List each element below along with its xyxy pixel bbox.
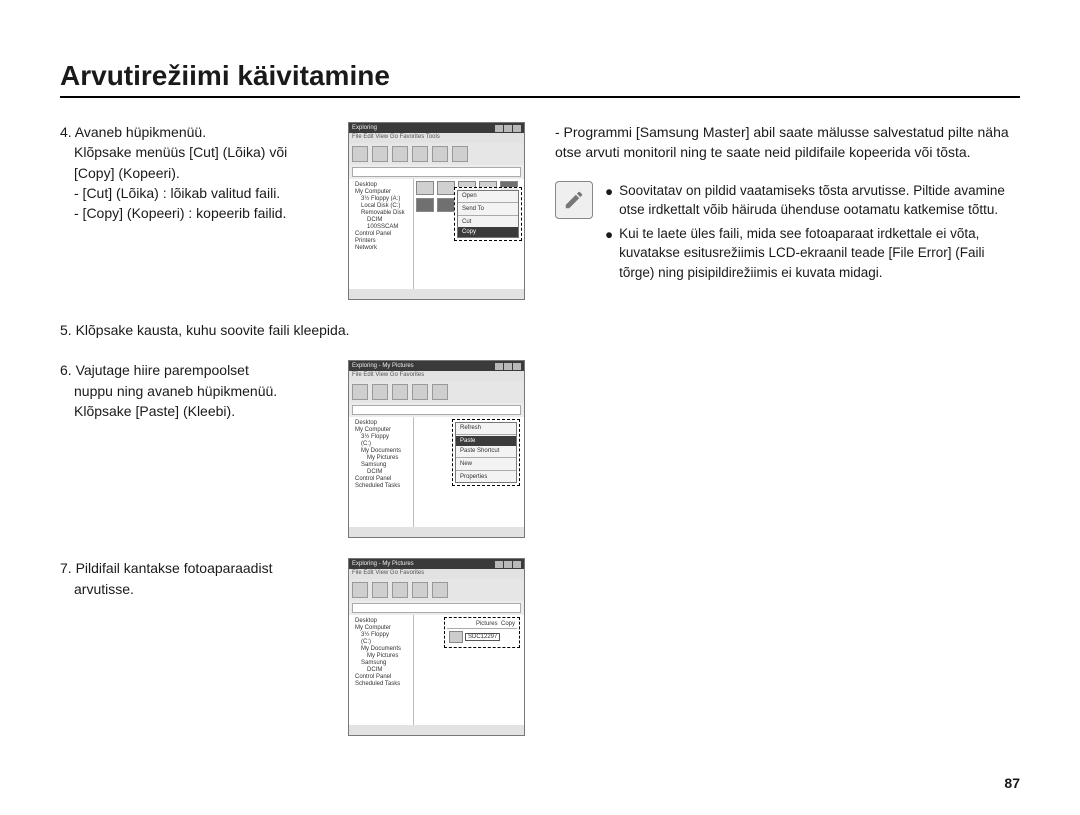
ctx4-open: Open	[458, 191, 518, 201]
screenshot-step6: Exploring - My Pictures File Edit View G…	[348, 360, 525, 538]
win-title-6: Exploring - My Pictures	[352, 363, 414, 369]
context-menu-step4: Open Send To Cut Copy	[454, 187, 522, 241]
menu-bar: File Edit View Go Favorites Tools	[349, 133, 524, 143]
step6-l2: Klõpsake [Paste] (Kleebi).	[60, 401, 336, 421]
toolbar	[349, 143, 524, 165]
note2: Kui te laete üles faili, mida see fotoap…	[619, 224, 1020, 283]
address-bar	[352, 167, 521, 177]
ctx6-pasteshort: Paste Shortcut	[456, 446, 516, 456]
copied-file-label: SDC12297	[465, 633, 500, 641]
folder-tree-7: Desktop My Computer 3½ Floppy (C:) My Do…	[349, 615, 414, 725]
ctx6-paste: Paste	[456, 436, 516, 446]
ctx6-refresh: Refresh	[456, 423, 516, 433]
menu-bar-6: File Edit View Go Favorites	[349, 371, 524, 381]
step6-l1: nuppu ning avaneb hüpikmenüü.	[60, 381, 336, 401]
ctx6-prop: Properties	[456, 472, 516, 482]
step4-l3: - [Cut] (Lõika) : lõikab valitud faili.	[60, 183, 336, 203]
ctx6-new: New	[456, 459, 516, 469]
page-title: Arvutirežiimi käivitamine	[60, 60, 1020, 98]
step4-l2: [Copy] (Kopeeri).	[60, 163, 336, 183]
step6-l0: 6. Vajutage hiire parempoolset	[60, 360, 336, 380]
step4-l0: 4. Avaneb hüpikmenüü.	[60, 122, 336, 142]
page-number: 87	[1004, 775, 1020, 791]
right-column: - Programmi [Samsung Master] abil saate …	[555, 122, 1020, 756]
right-paragraph: - Programmi [Samsung Master] abil saate …	[555, 122, 1020, 163]
ctx4-sendto: Send To	[458, 204, 518, 214]
step7-l1: arvutisse.	[60, 579, 336, 599]
folder-tree-6: Desktop My Computer 3½ Floppy (C:) My Do…	[349, 417, 414, 527]
folder-tree: Desktop My Computer 3½ Floppy (A:) Local…	[349, 179, 414, 289]
toolbar-6	[349, 381, 524, 403]
context-menu-step6: Refresh Paste Paste Shortcut New Propert…	[452, 419, 520, 486]
note-icon	[555, 181, 593, 219]
file-highlight-step7: Pictures Copy SDC12297	[444, 617, 520, 648]
step6-text: 6. Vajutage hiire parempoolset nuppu nin…	[60, 360, 336, 421]
win-title-7: Exploring - My Pictures	[352, 561, 414, 567]
step7-text: 7. Pildifail kantakse fotoaparaadist arv…	[60, 558, 336, 599]
screenshot-step4: Exploring File Edit View Go Favorites To…	[348, 122, 525, 300]
screenshot-step7: Exploring - My Pictures File Edit View G…	[348, 558, 525, 736]
step4-l4: - [Copy] (Kopeeri) : kopeerib failid.	[60, 203, 336, 223]
note1: Soovitatav on pildid vaatamiseks tõsta a…	[619, 181, 1020, 220]
left-column: 4. Avaneb hüpikmenüü. Klõpsake menüüs [C…	[60, 122, 525, 756]
ctx4-cut: Cut	[458, 217, 518, 227]
note-text: ●Soovitatav on pildid vaatamiseks tõsta …	[605, 181, 1020, 287]
step7-l0: 7. Pildifail kantakse fotoaparaadist	[60, 558, 336, 578]
status-bar	[349, 289, 524, 299]
step4-l1: Klõpsake menüüs [Cut] (Lõika) või	[60, 142, 336, 162]
ctx4-copy: Copy	[458, 227, 518, 237]
win-title-4: Exploring	[352, 125, 377, 131]
step4-text: 4. Avaneb hüpikmenüü. Klõpsake menüüs [C…	[60, 122, 336, 223]
step5-text: 5. Klõpsake kausta, kuhu soovite faili k…	[60, 320, 525, 340]
